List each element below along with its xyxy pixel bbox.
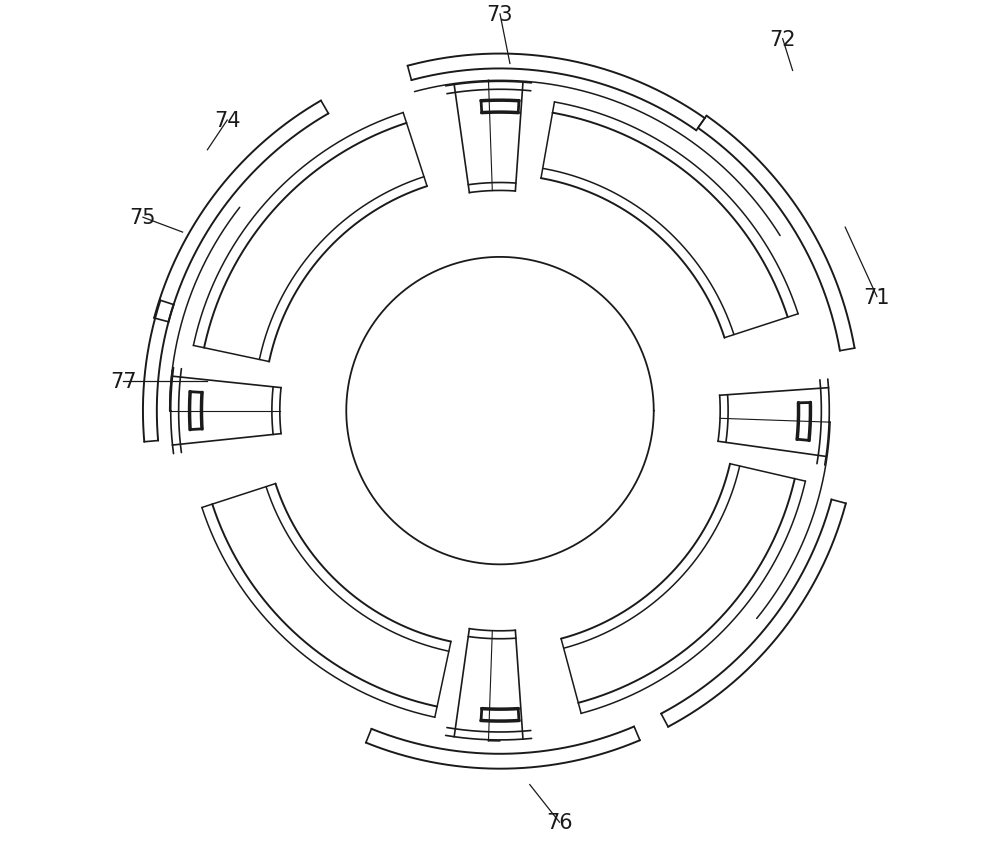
Text: 72: 72 (769, 30, 796, 49)
Text: 73: 73 (487, 5, 513, 25)
Text: 71: 71 (864, 287, 890, 308)
Text: 74: 74 (214, 111, 240, 131)
Text: 77: 77 (110, 371, 136, 391)
Text: 75: 75 (130, 208, 156, 228)
Text: 76: 76 (546, 812, 573, 832)
